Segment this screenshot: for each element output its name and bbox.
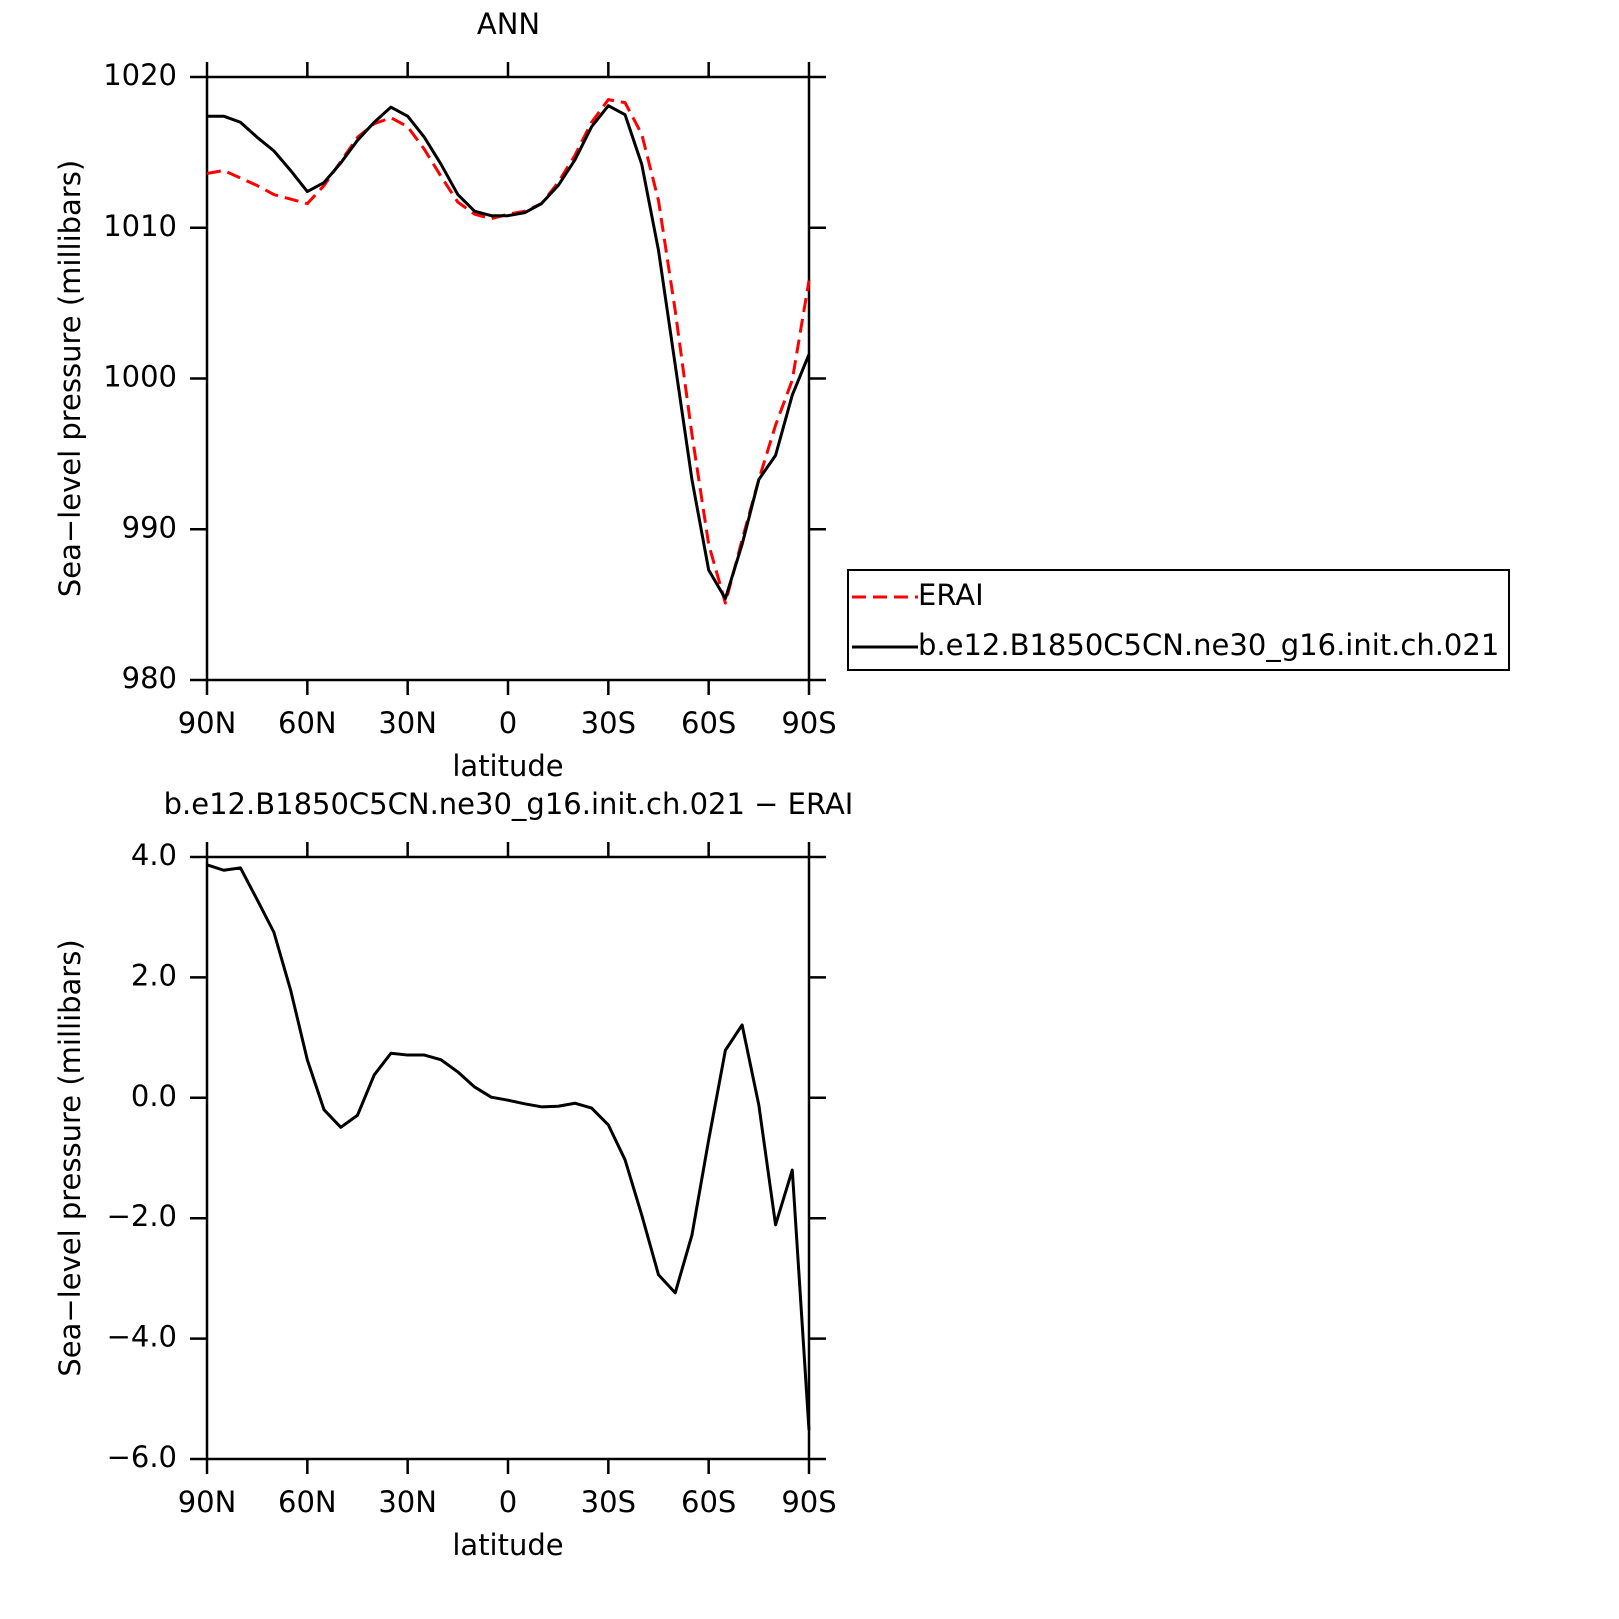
x-tick-label: 30S [581, 706, 636, 740]
y-tick-label: −4.0 [107, 1320, 177, 1354]
x-axis-label: latitude [452, 1528, 563, 1562]
y-tick-label: 0.0 [131, 1079, 177, 1113]
y-tick-label: −2.0 [107, 1199, 177, 1233]
data-line [206, 98, 811, 605]
x-tick-label: 90S [781, 706, 836, 740]
legend-label: ERAI [918, 578, 984, 612]
x-tick-label: 90N [178, 706, 237, 740]
chart-title: b.e12.B1850C5CN.ne30_g16.init.ch.021 − E… [164, 787, 854, 821]
x-tick-label: 60S [681, 1485, 736, 1519]
legend-box [847, 569, 1510, 671]
x-tick-label: 0 [499, 1485, 517, 1519]
y-tick-label: 2.0 [131, 958, 177, 992]
y-tick-label: 980 [122, 661, 177, 695]
y-tick-label: 1000 [103, 360, 177, 394]
legend-label: b.e12.B1850C5CN.ne30_g16.init.ch.021 [918, 628, 1499, 662]
x-tick-label: 60N [278, 1485, 337, 1519]
y-tick-label: 1010 [103, 209, 177, 243]
x-axis-label: latitude [452, 749, 563, 783]
x-tick-label: 60N [278, 706, 337, 740]
y-axis-label: Sea−level pressure (millibars) [53, 160, 87, 597]
plot-frame [205, 855, 811, 1461]
y-axis-label: Sea−level pressure (millibars) [53, 939, 87, 1376]
x-tick-label: 90S [781, 1485, 836, 1519]
x-tick-label: 0 [499, 706, 517, 740]
y-tick-label: 1020 [103, 58, 177, 92]
y-tick-label: 990 [122, 510, 177, 544]
data-line [207, 104, 811, 601]
x-tick-label: 30S [581, 1485, 636, 1519]
data-line [206, 863, 811, 1431]
chart-title: ANN [477, 7, 540, 41]
y-tick-label: 4.0 [131, 838, 177, 872]
x-tick-label: 60S [681, 706, 736, 740]
x-tick-label: 90N [178, 1485, 237, 1519]
y-tick-label: −6.0 [107, 1440, 177, 1474]
x-tick-label: 30N [378, 706, 437, 740]
x-tick-label: 30N [378, 1485, 437, 1519]
